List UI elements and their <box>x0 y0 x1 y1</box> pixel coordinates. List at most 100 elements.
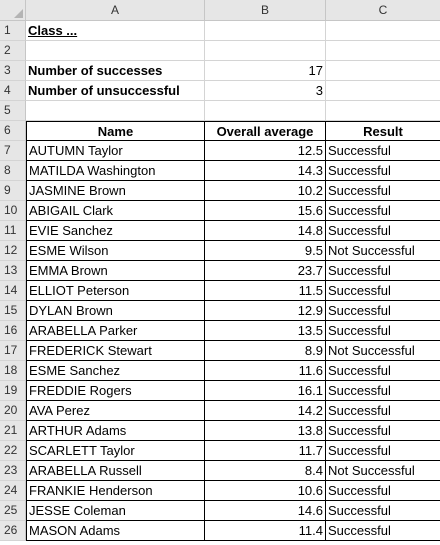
average-cell[interactable]: 11.7 <box>205 441 326 461</box>
summary-label-cell[interactable]: Number of successes <box>26 61 205 81</box>
result-cell[interactable]: Not Successful <box>326 241 440 261</box>
table-header-overall-average[interactable]: Overall average <box>205 121 326 141</box>
grid-cell[interactable] <box>326 61 440 81</box>
name-cell[interactable]: FREDERICK Stewart <box>26 341 205 361</box>
row-header-11[interactable]: 11 <box>0 221 26 241</box>
average-cell[interactable]: 16.1 <box>205 381 326 401</box>
summary-value-cell[interactable]: 17 <box>205 61 326 81</box>
average-cell[interactable]: 11.5 <box>205 281 326 301</box>
table-header-name[interactable]: Name <box>26 121 205 141</box>
grid-cell[interactable] <box>326 21 440 41</box>
result-cell[interactable]: Successful <box>326 361 440 381</box>
name-cell[interactable]: ESME Wilson <box>26 241 205 261</box>
name-cell[interactable]: FREDDIE Rogers <box>26 381 205 401</box>
average-cell[interactable]: 8.9 <box>205 341 326 361</box>
result-cell[interactable]: Successful <box>326 201 440 221</box>
table-header-result[interactable]: Result <box>326 121 440 141</box>
average-cell[interactable]: 10.6 <box>205 481 326 501</box>
name-cell[interactable]: DYLAN Brown <box>26 301 205 321</box>
column-header-a[interactable]: A <box>26 0 205 21</box>
class-title-cell[interactable]: Class ... <box>26 21 205 41</box>
row-header-1[interactable]: 1 <box>0 21 26 41</box>
name-cell[interactable]: SCARLETT Taylor <box>26 441 205 461</box>
grid-cell[interactable] <box>326 81 440 101</box>
average-cell[interactable]: 11.4 <box>205 521 326 541</box>
name-cell[interactable]: ABIGAIL Clark <box>26 201 205 221</box>
result-cell[interactable]: Successful <box>326 261 440 281</box>
result-cell[interactable]: Successful <box>326 221 440 241</box>
result-cell[interactable]: Successful <box>326 501 440 521</box>
name-cell[interactable]: FRANKIE Henderson <box>26 481 205 501</box>
result-cell[interactable]: Successful <box>326 441 440 461</box>
row-header-6[interactable]: 6 <box>0 121 26 141</box>
row-header-12[interactable]: 12 <box>0 241 26 261</box>
row-header-21[interactable]: 21 <box>0 421 26 441</box>
row-header-20[interactable]: 20 <box>0 401 26 421</box>
select-all-corner[interactable] <box>0 0 26 21</box>
row-header-2[interactable]: 2 <box>0 41 26 61</box>
row-header-8[interactable]: 8 <box>0 161 26 181</box>
name-cell[interactable]: ARABELLA Russell <box>26 461 205 481</box>
row-header-5[interactable]: 5 <box>0 101 26 121</box>
average-cell[interactable]: 12.9 <box>205 301 326 321</box>
result-cell[interactable]: Successful <box>326 161 440 181</box>
average-cell[interactable]: 14.2 <box>205 401 326 421</box>
result-cell[interactable]: Successful <box>326 281 440 301</box>
row-header-24[interactable]: 24 <box>0 481 26 501</box>
column-header-c[interactable]: C <box>326 0 440 21</box>
grid-cell[interactable] <box>326 101 440 121</box>
result-cell[interactable]: Successful <box>326 181 440 201</box>
name-cell[interactable]: JESSE Coleman <box>26 501 205 521</box>
average-cell[interactable]: 13.8 <box>205 421 326 441</box>
result-cell[interactable]: Successful <box>326 521 440 541</box>
name-cell[interactable]: ARABELLA Parker <box>26 321 205 341</box>
average-cell[interactable]: 23.7 <box>205 261 326 281</box>
average-cell[interactable]: 15.6 <box>205 201 326 221</box>
row-header-26[interactable]: 26 <box>0 521 26 541</box>
row-header-10[interactable]: 10 <box>0 201 26 221</box>
average-cell[interactable]: 14.6 <box>205 501 326 521</box>
name-cell[interactable]: ESME Sanchez <box>26 361 205 381</box>
result-cell[interactable]: Successful <box>326 321 440 341</box>
average-cell[interactable]: 14.3 <box>205 161 326 181</box>
row-header-22[interactable]: 22 <box>0 441 26 461</box>
name-cell[interactable]: JASMINE Brown <box>26 181 205 201</box>
row-header-17[interactable]: 17 <box>0 341 26 361</box>
average-cell[interactable]: 8.4 <box>205 461 326 481</box>
row-header-23[interactable]: 23 <box>0 461 26 481</box>
row-header-25[interactable]: 25 <box>0 501 26 521</box>
average-cell[interactable]: 10.2 <box>205 181 326 201</box>
result-cell[interactable]: Successful <box>326 481 440 501</box>
row-header-9[interactable]: 9 <box>0 181 26 201</box>
row-header-14[interactable]: 14 <box>0 281 26 301</box>
grid-cell[interactable] <box>326 41 440 61</box>
row-header-7[interactable]: 7 <box>0 141 26 161</box>
grid-cell[interactable] <box>205 41 326 61</box>
column-header-b[interactable]: B <box>205 0 326 21</box>
result-cell[interactable]: Successful <box>326 141 440 161</box>
name-cell[interactable]: EMMA Brown <box>26 261 205 281</box>
average-cell[interactable]: 13.5 <box>205 321 326 341</box>
grid-cell[interactable] <box>205 21 326 41</box>
summary-value-cell[interactable]: 3 <box>205 81 326 101</box>
row-header-15[interactable]: 15 <box>0 301 26 321</box>
average-cell[interactable]: 12.5 <box>205 141 326 161</box>
grid-cell[interactable] <box>205 101 326 121</box>
name-cell[interactable]: ELLIOT Peterson <box>26 281 205 301</box>
result-cell[interactable]: Not Successful <box>326 461 440 481</box>
result-cell[interactable]: Successful <box>326 401 440 421</box>
row-header-4[interactable]: 4 <box>0 81 26 101</box>
result-cell[interactable]: Successful <box>326 421 440 441</box>
row-header-19[interactable]: 19 <box>0 381 26 401</box>
average-cell[interactable]: 9.5 <box>205 241 326 261</box>
name-cell[interactable]: AUTUMN Taylor <box>26 141 205 161</box>
row-header-16[interactable]: 16 <box>0 321 26 341</box>
name-cell[interactable]: MATILDA Washington <box>26 161 205 181</box>
result-cell[interactable]: Successful <box>326 381 440 401</box>
name-cell[interactable]: MASON Adams <box>26 521 205 541</box>
row-header-13[interactable]: 13 <box>0 261 26 281</box>
name-cell[interactable]: AVA Perez <box>26 401 205 421</box>
grid-cell[interactable] <box>26 101 205 121</box>
row-header-3[interactable]: 3 <box>0 61 26 81</box>
